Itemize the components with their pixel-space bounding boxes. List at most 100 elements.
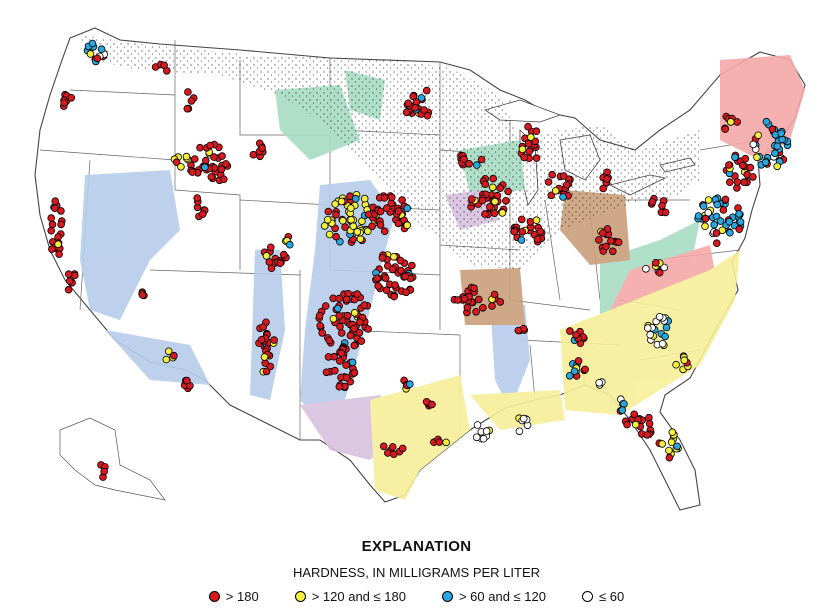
well-point bbox=[735, 225, 744, 234]
well-point bbox=[428, 400, 436, 409]
well-point bbox=[662, 323, 671, 332]
well-point bbox=[220, 175, 228, 184]
well-point bbox=[360, 301, 369, 309]
well-point bbox=[574, 357, 583, 365]
well-point bbox=[336, 237, 344, 246]
legend-item-60-120: > 60 and ≤ 120 bbox=[441, 589, 546, 604]
well-point bbox=[496, 184, 504, 192]
well-point bbox=[383, 449, 392, 457]
well-point bbox=[699, 202, 708, 210]
well-point bbox=[595, 378, 603, 387]
well-point bbox=[454, 296, 462, 304]
well-point bbox=[754, 131, 762, 140]
well-point bbox=[496, 298, 505, 306]
well-point bbox=[488, 302, 496, 310]
blue-dot-icon bbox=[441, 591, 453, 602]
well-point bbox=[394, 207, 403, 215]
well-point bbox=[740, 178, 748, 187]
well-point bbox=[559, 172, 568, 180]
well-point bbox=[658, 202, 666, 210]
well-point bbox=[387, 193, 396, 202]
well-point bbox=[360, 194, 369, 203]
well-point bbox=[520, 153, 528, 162]
well-point bbox=[565, 371, 574, 380]
well-point bbox=[721, 125, 729, 133]
well-point bbox=[347, 215, 355, 224]
well-point bbox=[164, 347, 173, 356]
well-point bbox=[188, 168, 197, 176]
well-point bbox=[187, 97, 196, 105]
well-point bbox=[525, 147, 533, 156]
well-point bbox=[351, 194, 360, 203]
well-point bbox=[335, 357, 344, 365]
well-point bbox=[488, 183, 497, 192]
well-point bbox=[342, 295, 351, 304]
well-point bbox=[380, 227, 389, 236]
well-point bbox=[630, 410, 638, 419]
well-point bbox=[746, 163, 755, 172]
well-point bbox=[177, 163, 185, 171]
well-point bbox=[570, 367, 579, 376]
alaska-inset bbox=[59, 417, 166, 501]
well-point bbox=[485, 203, 494, 211]
well-point bbox=[380, 194, 389, 202]
well-point bbox=[382, 204, 391, 213]
well-point bbox=[460, 155, 468, 163]
well-point bbox=[460, 295, 469, 303]
well-point bbox=[321, 302, 330, 310]
well-point bbox=[88, 39, 97, 48]
well-point bbox=[551, 187, 560, 195]
well-point bbox=[526, 218, 535, 226]
well-point bbox=[262, 367, 271, 376]
well-point bbox=[270, 336, 278, 344]
well-point bbox=[481, 180, 490, 189]
well-point bbox=[701, 222, 709, 231]
well-point bbox=[100, 467, 108, 476]
well-point bbox=[335, 294, 343, 303]
red-dot-icon bbox=[208, 591, 220, 602]
well-point bbox=[64, 285, 73, 294]
well-point bbox=[614, 238, 623, 247]
well-point bbox=[603, 225, 612, 233]
well-point bbox=[716, 217, 725, 225]
well-point bbox=[532, 216, 541, 225]
coastal-plain-texas bbox=[370, 375, 470, 500]
well-point bbox=[735, 210, 743, 218]
well-point bbox=[324, 353, 333, 361]
well-point bbox=[374, 282, 383, 290]
well-point bbox=[668, 428, 677, 437]
western-basin-aquifers bbox=[105, 330, 210, 385]
well-point bbox=[338, 216, 347, 225]
legend-item-le-60: ≤ 60 bbox=[581, 589, 625, 604]
well-point bbox=[479, 434, 488, 443]
well-point bbox=[409, 92, 418, 101]
well-point bbox=[259, 323, 268, 331]
well-point bbox=[753, 153, 761, 162]
hardness-map bbox=[34, 27, 806, 511]
well-point bbox=[389, 252, 398, 261]
well-point bbox=[602, 242, 610, 251]
well-point bbox=[719, 206, 728, 214]
well-point bbox=[643, 324, 652, 332]
well-point bbox=[726, 118, 735, 126]
well-point bbox=[57, 207, 65, 215]
yellow-dot-icon bbox=[294, 591, 306, 602]
well-point bbox=[398, 444, 407, 453]
basin-and-range-aquifers bbox=[80, 170, 180, 320]
well-point bbox=[738, 161, 747, 170]
legend-label: ≤ 60 bbox=[598, 589, 625, 604]
well-point bbox=[725, 218, 734, 226]
well-point bbox=[725, 178, 734, 187]
well-point bbox=[422, 86, 431, 95]
well-point bbox=[376, 221, 385, 229]
well-point bbox=[620, 400, 628, 408]
well-point bbox=[183, 376, 191, 385]
well-point bbox=[536, 227, 545, 236]
well-point bbox=[279, 250, 288, 259]
well-point bbox=[704, 196, 713, 204]
well-point bbox=[655, 268, 664, 277]
well-point bbox=[331, 200, 340, 208]
well-point bbox=[631, 420, 640, 429]
well-point bbox=[390, 292, 398, 301]
well-point bbox=[532, 127, 541, 135]
